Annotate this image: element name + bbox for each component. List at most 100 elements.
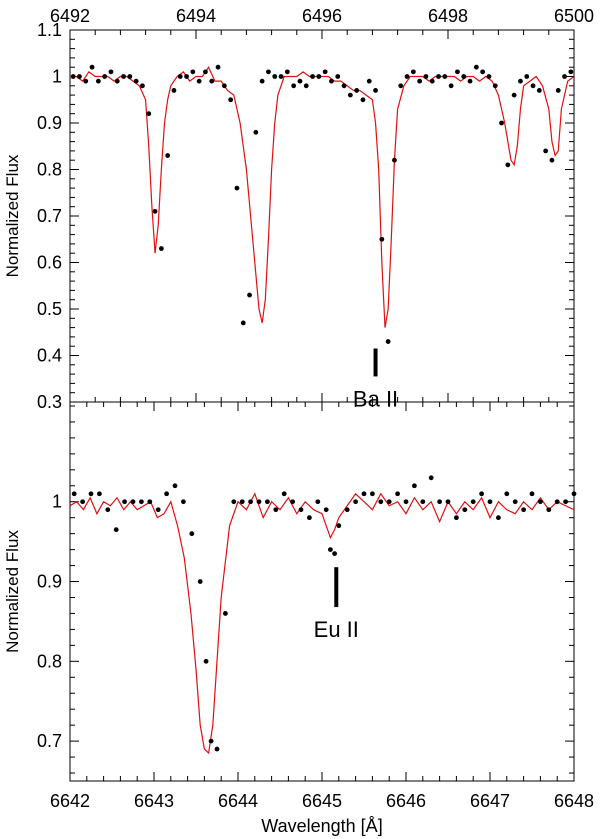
- y-tick-label: 1: [52, 492, 62, 512]
- x-tick-label: 6644: [218, 791, 258, 811]
- observed-data-point: [436, 74, 441, 79]
- observed-data-point: [524, 74, 530, 79]
- observed-data-point: [89, 64, 95, 70]
- observed-data-point: [266, 69, 271, 75]
- y-tick-label: 1: [52, 67, 62, 87]
- observed-data-point: [102, 74, 108, 79]
- observed-data-point: [486, 74, 492, 79]
- observed-data-point: [291, 83, 297, 89]
- observed-data-point: [344, 507, 350, 513]
- observed-data-point: [214, 746, 220, 752]
- observed-data-point: [335, 74, 341, 79]
- observed-data-point: [83, 78, 89, 84]
- observed-data-point: [546, 507, 552, 513]
- observed-data-point: [487, 499, 493, 505]
- observed-data-point: [273, 507, 279, 513]
- observed-data-point: [480, 69, 486, 75]
- observed-data-point: [127, 74, 133, 79]
- observed-data-point: [347, 92, 353, 98]
- observed-data-point: [190, 69, 196, 75]
- observed-data-point: [303, 83, 309, 89]
- observed-data-point: [366, 78, 372, 84]
- observed-data-point: [272, 74, 278, 79]
- x-tick-label: 6647: [470, 791, 510, 811]
- observed-data-point: [373, 88, 378, 93]
- observed-data-point: [189, 531, 195, 537]
- observed-data-point: [165, 153, 171, 158]
- observed-data-point: [392, 157, 397, 163]
- observed-data-point: [256, 499, 262, 505]
- observed-data-point: [147, 499, 153, 505]
- y-tick-label: 0.9: [37, 113, 62, 133]
- observed-data-point: [398, 83, 404, 89]
- observed-data-point: [445, 499, 451, 505]
- x-tick-label: 6498: [428, 6, 468, 26]
- observed-data-point: [281, 491, 287, 497]
- observed-data-point: [88, 491, 94, 497]
- observed-data-point: [361, 491, 367, 497]
- observed-data-point: [423, 74, 429, 79]
- observed-data-point: [328, 547, 333, 553]
- y-tick-label: 0.5: [37, 299, 62, 319]
- observed-data-point: [448, 83, 454, 89]
- observed-data-point: [247, 292, 252, 298]
- x-tick-label: 6645: [302, 791, 342, 811]
- observed-data-point: [228, 97, 234, 103]
- observed-data-point: [158, 246, 164, 251]
- observed-data-point: [555, 88, 561, 93]
- observed-data-point: [403, 499, 409, 505]
- observed-data-point: [496, 515, 501, 521]
- observed-data-point: [155, 507, 161, 513]
- observed-data-point: [113, 527, 119, 533]
- observed-data-point: [467, 78, 473, 84]
- x-tick-label: 6496: [302, 6, 342, 26]
- observed-data-point: [505, 162, 511, 168]
- x-tick-label: 6492: [50, 6, 90, 26]
- observed-data-point: [231, 499, 237, 505]
- observed-data-point: [139, 499, 144, 505]
- observed-data-point: [518, 78, 523, 84]
- observed-data-point: [97, 491, 102, 497]
- observed-data-point: [420, 499, 426, 505]
- observed-data-point: [499, 120, 504, 126]
- observed-data-point: [315, 499, 321, 505]
- observed-data-point: [354, 88, 360, 93]
- observed-data-point: [105, 507, 111, 513]
- x-axis-label: Wavelength [Å]: [261, 816, 382, 836]
- observed-data-point: [378, 499, 384, 505]
- observed-data-point: [479, 491, 484, 497]
- observed-data-point: [322, 69, 328, 75]
- observed-data-point: [332, 551, 337, 556]
- observed-data-point: [248, 499, 254, 505]
- observed-data-point: [538, 499, 543, 505]
- observed-data-point: [521, 507, 526, 513]
- panel-bottom: 6642 6643 6644 6645 6646 6647 6648 0.7 0.8 0.9 1 No…: [3, 401, 594, 836]
- observed-data-point: [208, 738, 214, 744]
- x-tick-label: 6646: [386, 791, 426, 811]
- y-tick-label: 0.3: [37, 392, 62, 412]
- x-tick-label: 6648: [554, 791, 594, 811]
- observed-data-point: [429, 78, 435, 84]
- observed-data-point: [543, 148, 549, 154]
- observed-data-point: [492, 83, 498, 89]
- observed-data-point: [146, 111, 152, 117]
- observed-data-point: [504, 491, 510, 497]
- observed-data-point: [462, 507, 468, 513]
- observed-data-point: [234, 185, 240, 191]
- observed-data-point: [379, 236, 385, 242]
- observed-data-point: [253, 129, 259, 135]
- observed-data-point: [470, 499, 476, 505]
- observed-data-point: [121, 74, 126, 79]
- observed-data-point: [122, 499, 127, 505]
- observed-data-point: [428, 475, 434, 481]
- observed-data-point: [215, 64, 221, 70]
- observed-data-point: [316, 74, 322, 79]
- observed-data-point: [140, 83, 145, 89]
- observed-data-point: [284, 69, 290, 75]
- observed-data-point: [196, 78, 202, 84]
- observed-data-point: [209, 78, 215, 84]
- x-tick-label: 6494: [176, 6, 216, 26]
- observed-data-point: [323, 507, 329, 513]
- observed-data-point: [412, 483, 417, 489]
- model-spectrum-line: [70, 65, 574, 328]
